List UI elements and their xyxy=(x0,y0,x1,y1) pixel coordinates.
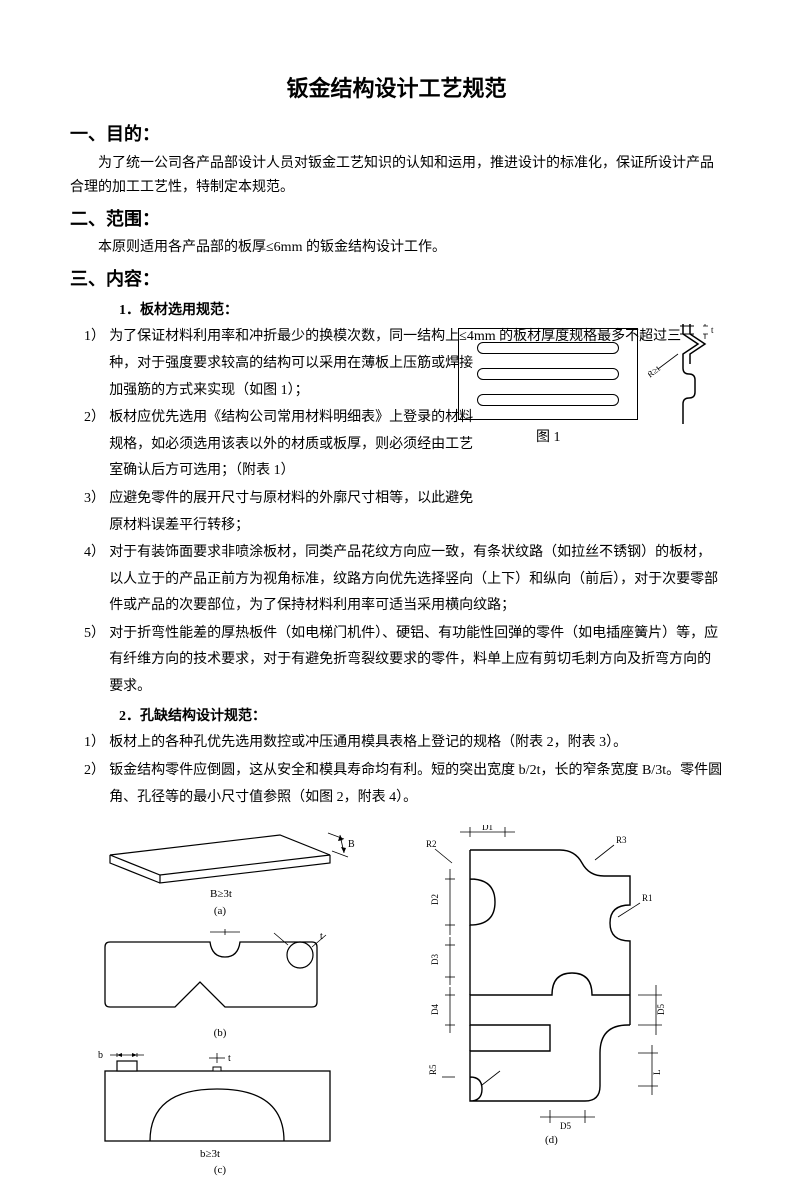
sub-2-heading: 2．孔缺结构设计规范： xyxy=(70,705,723,729)
section-1-para: 为了统一公司各产品部设计人员对钣金工艺知识的认知和运用，推进设计的标准化，保证所… xyxy=(70,152,723,200)
svg-text:R5: R5 xyxy=(428,1064,438,1075)
section-2-heading: 二、范围： xyxy=(70,204,723,235)
fig1-dim-r: R≥t xyxy=(648,363,662,379)
item-num: 4） xyxy=(70,540,109,620)
svg-text:D5: D5 xyxy=(656,1004,666,1015)
item-num: 2） xyxy=(70,758,109,811)
svg-text:(d): (d) xyxy=(545,1134,558,1145)
figures-right-col: D1 R2 R3 D2 R1 D3 D4 D5 xyxy=(400,825,700,1185)
sub-1-heading: 1．板材选用规范： xyxy=(70,299,723,323)
bottom-figures: B B≥3t (a) t (b) b t xyxy=(70,825,723,1185)
svg-text:R2: R2 xyxy=(426,839,437,849)
svg-text:R1: R1 xyxy=(642,893,653,903)
figc-caption: (c) xyxy=(70,1161,370,1180)
figure-d-icon: D1 R2 R3 D2 R1 D3 D4 D5 xyxy=(400,825,700,1145)
item-num: 2） xyxy=(70,405,109,485)
item-text-run: 应避免零件的展开尺寸与原材料的外廓尺寸相等，以此避免原材料误差平行转移； xyxy=(109,486,479,539)
section-2-para: 本原则适用各产品部的板厚≤6mm 的钣金结构设计工作。 xyxy=(70,236,723,260)
svg-text:D5: D5 xyxy=(560,1121,571,1131)
figa-label: B≥3t xyxy=(210,888,232,900)
item-text: 对于折弯性能差的厚热板件（如电梯门机件）、硬铝、有功能性回弹的零件（如电插座簧片… xyxy=(109,621,723,701)
doc-title: 钣金结构设计工艺规范 xyxy=(70,70,723,107)
item-num: 5） xyxy=(70,621,109,701)
svg-text:D1: D1 xyxy=(482,825,493,832)
figc-label: b≥3t xyxy=(200,1148,220,1159)
fig1-panel xyxy=(458,328,638,420)
figa-caption: (a) xyxy=(70,902,370,921)
list-item: 3） 应避免零件的展开尺寸与原材料的外廓尺寸相等，以此避免原材料误差平行转移； xyxy=(70,486,723,539)
fig1-dim-t: t xyxy=(711,325,714,335)
list-item: 5） 对于折弯性能差的厚热板件（如电梯门机件）、硬铝、有功能性回弹的零件（如电插… xyxy=(70,621,723,701)
item-text: 钣金结构零件应倒圆，这从安全和模具寿命均有利。短的突出宽度 b/2t，长的窄条宽… xyxy=(109,758,723,811)
figure-c-icon: b t b≥3t xyxy=(70,1049,370,1159)
list-item: 4） 对于有装饰面要求非喷涂板材，同类产品花纹方向应一致，有条状纹路（如拉丝不锈… xyxy=(70,540,723,620)
item-num: 1） xyxy=(70,730,109,757)
figure-b-icon: t xyxy=(70,927,370,1022)
figc-dim-b: b xyxy=(98,1050,103,1061)
svg-text:D2: D2 xyxy=(430,894,440,905)
fig1-slot xyxy=(477,368,619,380)
svg-text:D3: D3 xyxy=(430,954,440,965)
item-num: 1） xyxy=(70,324,109,404)
fig1-slot xyxy=(477,394,619,406)
item-text-run: 板材应优先选用《结构公司常用材料明细表》上登录的材料规格，如必须选用该表以外的材… xyxy=(109,405,479,485)
fig1-container: t R≥t 图 1 1） 为了保证材料利用率和冲折最少的换模次数，同一结构上≤4… xyxy=(70,324,723,700)
item-text: 对于有装饰面要求非喷涂板材，同类产品花纹方向应一致，有条状纹路（如拉丝不锈钢）的… xyxy=(109,540,723,620)
list-item: 1） 板材上的各种孔优先选用数控或冲压通用模具表格上登记的规格（附表 2，附表 … xyxy=(70,730,723,757)
fig1-slot xyxy=(477,342,619,354)
figure-a-icon: B B≥3t xyxy=(70,825,370,900)
figa-dim-b: B xyxy=(348,839,355,850)
fig1-caption: 图 1 xyxy=(536,426,561,450)
svg-text:D4: D4 xyxy=(430,1004,440,1015)
figures-left-col: B B≥3t (a) t (b) b t xyxy=(70,825,370,1185)
item-num: 3） xyxy=(70,486,109,539)
svg-text:L: L xyxy=(652,1070,662,1076)
section-3-heading: 三、内容： xyxy=(70,264,723,295)
list-item: 2） 钣金结构零件应倒圆，这从安全和模具寿命均有利。短的突出宽度 b/2t，长的… xyxy=(70,758,723,811)
item-text: 板材上的各种孔优先选用数控或冲压通用模具表格上登记的规格（附表 2，附表 3）。 xyxy=(109,730,723,757)
figb-dim-t: t xyxy=(320,931,323,942)
item-text-run: 种，对于强度要求较高的结构可以采用在薄板上压筋或焊接加强筋的方式来实现（如图 1… xyxy=(109,351,479,404)
item-text: 应避免零件的展开尺寸与原材料的外廓尺寸相等，以此避免原材料误差平行转移； xyxy=(109,486,723,539)
figc-dim-t: t xyxy=(228,1053,231,1064)
section-1-heading: 一、目的： xyxy=(70,119,723,150)
fig1-profile-icon: t R≥t xyxy=(648,324,723,424)
figb-caption: (b) xyxy=(70,1024,370,1043)
svg-text:R3: R3 xyxy=(616,835,627,845)
